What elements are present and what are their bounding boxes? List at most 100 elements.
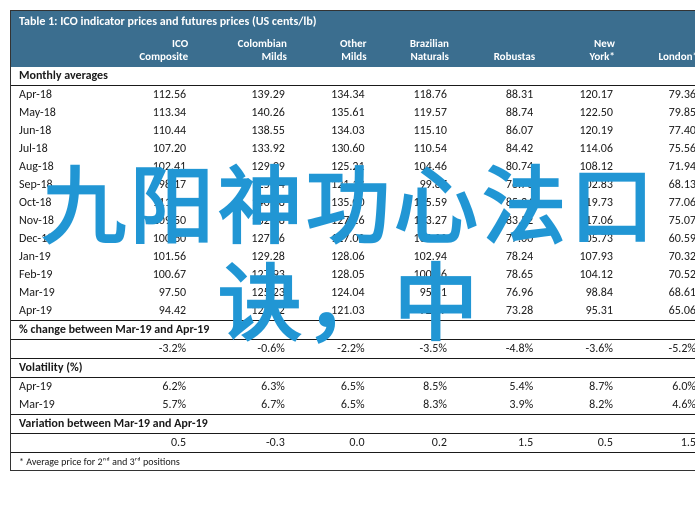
column-header <box>11 33 96 67</box>
data-cell: 78.24 <box>455 248 541 266</box>
data-cell: 85.34 <box>455 194 541 212</box>
data-cell: Jul-18 <box>11 140 96 158</box>
data-cell: Mar-19 <box>11 284 96 302</box>
column-header: NewYork* <box>541 33 621 67</box>
data-cell: 105.73 <box>541 230 621 248</box>
data-cell: -5.2% <box>621 340 695 359</box>
data-cell: 104.12 <box>541 266 621 284</box>
data-cell: Jun-18 <box>11 122 96 140</box>
data-cell: 83.52 <box>455 212 541 230</box>
data-cell: 132.78 <box>194 212 293 230</box>
data-cell: 120.19 <box>541 122 621 140</box>
price-table: ICOCompositeColombianMildsOtherMildsBraz… <box>11 33 695 453</box>
data-cell: 92.47 <box>373 302 455 321</box>
data-cell: 125.74 <box>194 176 293 194</box>
data-cell: 6.3% <box>194 378 293 397</box>
data-cell: 124.04 <box>293 284 373 302</box>
data-cell: -3.2% <box>96 340 194 359</box>
data-cell: 129.28 <box>194 248 293 266</box>
data-cell: 133.92 <box>194 140 293 158</box>
data-cell: 3.9% <box>455 396 541 415</box>
data-cell: 1.5 <box>621 434 695 453</box>
data-cell: 119.57 <box>373 104 455 122</box>
data-cell: -0.6% <box>194 340 293 359</box>
data-cell: 140.26 <box>194 104 293 122</box>
data-cell: 99.87 <box>373 176 455 194</box>
data-cell: 76.70 <box>455 176 541 194</box>
data-cell: 0.5 <box>541 434 621 453</box>
table-title: Table 1: ICO indicator prices and future… <box>11 11 695 33</box>
data-cell: 102.83 <box>541 176 621 194</box>
data-cell: 108.12 <box>541 158 621 176</box>
data-cell: 135.00 <box>293 194 373 212</box>
data-cell: 73.28 <box>455 302 541 321</box>
data-cell: 127.00 <box>293 230 373 248</box>
data-cell: 125.23 <box>194 284 293 302</box>
data-cell: 95.31 <box>541 302 621 321</box>
data-cell: 102.00 <box>373 230 455 248</box>
data-cell: 127.93 <box>194 266 293 284</box>
data-cell: 121.03 <box>293 302 373 321</box>
data-cell: 107.93 <box>541 248 621 266</box>
data-cell: 6.2% <box>96 378 194 397</box>
data-cell: 122.50 <box>541 104 621 122</box>
data-cell: Apr-19 <box>11 378 96 397</box>
data-cell: 128.06 <box>293 248 373 266</box>
data-cell: 6.5% <box>293 396 373 415</box>
data-cell: Oct-18 <box>11 194 96 212</box>
column-header: ICOComposite <box>96 33 194 67</box>
data-cell: Apr-19 <box>11 302 96 321</box>
data-cell: 79.85 <box>621 104 695 122</box>
data-cell: 127.16 <box>293 212 373 230</box>
data-cell: 110.54 <box>373 140 455 158</box>
data-cell: 100.06 <box>373 266 455 284</box>
data-cell: 4.6% <box>621 396 695 415</box>
data-cell: 70.32 <box>621 248 695 266</box>
data-cell: 60.59 <box>621 230 695 248</box>
section-label: Volatility (%) <box>11 359 695 378</box>
data-cell: 78.65 <box>455 266 541 284</box>
data-cell: 68.13 <box>621 176 695 194</box>
data-cell: 102.94 <box>373 248 455 266</box>
data-cell: 8.5% <box>373 378 455 397</box>
data-cell: 100.60 <box>96 230 194 248</box>
data-cell: 80.74 <box>455 158 541 176</box>
data-cell: 118.76 <box>373 86 455 105</box>
data-cell: 77.40 <box>621 122 695 140</box>
section-label: Monthly averages <box>11 67 695 86</box>
data-cell: 5.4% <box>455 378 541 397</box>
data-cell: 135.61 <box>293 104 373 122</box>
data-cell: 117.06 <box>541 212 621 230</box>
data-cell: 71.94 <box>621 158 695 176</box>
data-cell: 8.7% <box>541 378 621 397</box>
data-cell: 120.17 <box>541 86 621 105</box>
data-cell: -3.6% <box>541 340 621 359</box>
data-cell: 1.5 <box>455 434 541 453</box>
data-cell: 125.21 <box>293 158 373 176</box>
data-cell <box>11 340 96 359</box>
data-cell: 98.17 <box>96 176 194 194</box>
data-cell: 76.96 <box>455 284 541 302</box>
data-cell: 124.42 <box>194 302 293 321</box>
data-cell: 0.0 <box>293 434 373 453</box>
data-cell: Feb-19 <box>11 266 96 284</box>
data-cell: 138.55 <box>194 122 293 140</box>
data-cell: 127.86 <box>194 230 293 248</box>
data-cell: Aug-18 <box>11 158 96 176</box>
data-cell: 121.18 <box>293 176 373 194</box>
table-container: Table 1: ICO indicator prices and future… <box>10 10 695 471</box>
data-cell: 140.08 <box>194 194 293 212</box>
data-cell: 128.05 <box>293 266 373 284</box>
column-header: Robustas <box>455 33 541 67</box>
data-cell: 88.31 <box>455 86 541 105</box>
footnote: * Average price for 2ⁿᵈ and 3ʳᵈ position… <box>11 453 695 470</box>
data-cell: -0.3 <box>194 434 293 453</box>
data-cell: -4.8% <box>455 340 541 359</box>
column-header: BrazilianNaturals <box>373 33 455 67</box>
data-cell: 94.42 <box>96 302 194 321</box>
data-cell: 129.99 <box>194 158 293 176</box>
data-cell: 6.5% <box>293 378 373 397</box>
data-cell: 68.61 <box>621 284 695 302</box>
data-cell: 119.73 <box>541 194 621 212</box>
data-cell: 110.44 <box>96 122 194 140</box>
